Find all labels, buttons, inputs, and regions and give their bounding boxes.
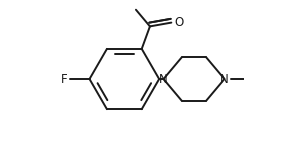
Text: O: O (174, 16, 183, 29)
Text: N: N (220, 72, 229, 86)
Text: F: F (61, 72, 67, 86)
Text: N: N (159, 72, 168, 86)
